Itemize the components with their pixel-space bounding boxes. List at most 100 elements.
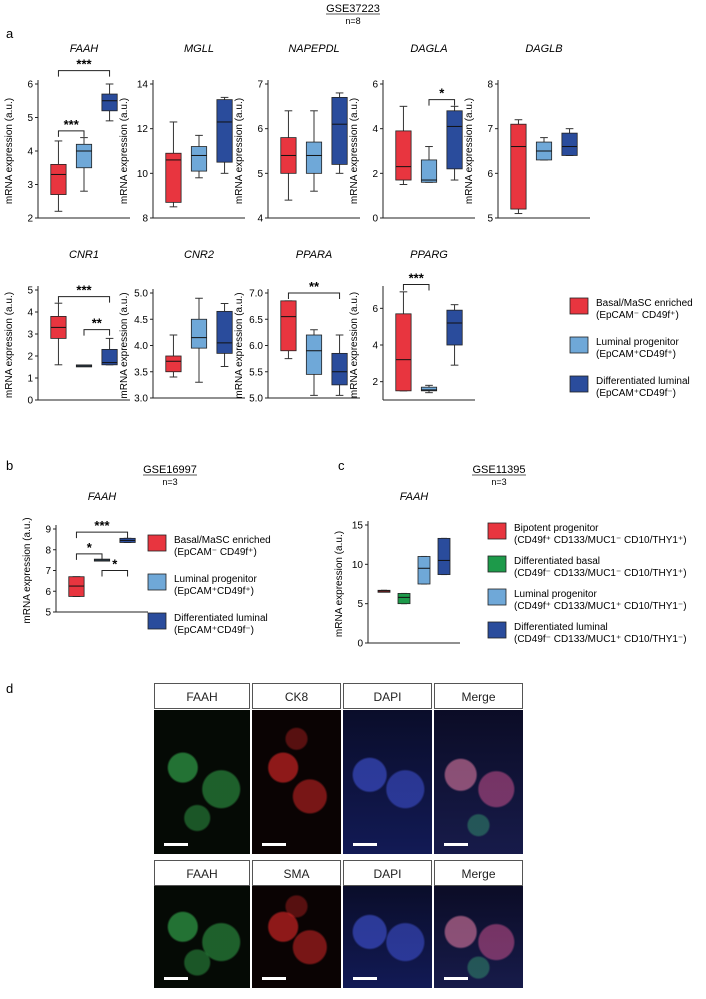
micrograph-green	[154, 710, 250, 854]
y-tick-label: 2	[27, 214, 33, 225]
significance-bracket	[75, 531, 129, 539]
micrograph-green	[154, 886, 250, 988]
y-tick-label: 10	[352, 560, 364, 571]
y-tick-label: 2	[372, 169, 378, 180]
chart-9: PPARG mRNA expression (a.u.) 2 4 6 ***	[349, 249, 475, 401]
y-tick-label: 2	[27, 352, 33, 363]
box-body	[190, 146, 208, 172]
box-1	[165, 334, 182, 378]
box-body	[165, 355, 182, 373]
legend-label: Differentiated basal	[514, 556, 600, 567]
legend-swatch	[487, 522, 507, 540]
panel-letter-b: b	[6, 458, 13, 473]
significance-bracket	[75, 553, 103, 560]
box-1	[68, 576, 85, 597]
y-tick-label: 4	[372, 124, 378, 135]
significance-bracket	[287, 292, 341, 299]
box-body	[305, 334, 323, 375]
significance-label: *	[112, 557, 118, 572]
legend-label: Differentiated luminal	[596, 376, 690, 387]
y-axis-label: mRNA expression (a.u.)	[119, 98, 130, 204]
box-body	[437, 537, 451, 575]
box-2	[305, 329, 323, 396]
y-axis-label: mRNA expression (a.u.)	[334, 531, 345, 637]
box-body	[75, 143, 93, 169]
legend-swatch	[569, 336, 589, 354]
legend-label: Basal/MaSC enriched	[174, 535, 271, 546]
box-2	[75, 364, 93, 368]
micro-label: SMA	[252, 860, 341, 886]
legend-swatch	[569, 297, 589, 315]
box-body	[420, 159, 438, 183]
y-tick-label: 5	[257, 169, 263, 180]
chart-11: FAAH mRNA expression (a.u.) 0 5 10 15	[334, 491, 460, 650]
legend-sublabel: (CD49f⁺ CD133/MUC1⁺ CD10/THY1⁻)	[514, 601, 687, 612]
scale-bar	[444, 843, 468, 846]
significance: **	[83, 316, 111, 336]
dataset-title-b: GSE16997	[143, 464, 197, 476]
box-body	[305, 141, 323, 174]
box-1	[377, 589, 391, 593]
significance-label: *	[439, 86, 445, 101]
box-1	[395, 291, 412, 392]
sample-count-c: n=3	[491, 477, 506, 487]
box-body	[50, 163, 67, 195]
legend-label: Bipotent progenitor	[514, 523, 599, 534]
significance-bracket	[57, 130, 85, 137]
scale-bar	[353, 977, 377, 980]
legend-item: Differentiated luminal(EpCAM⁺CD49f⁻)	[147, 612, 268, 636]
chart-3: NAPEPDL mRNA expression (a.u.) 4 5 6 7	[234, 43, 360, 225]
significance-bracket	[57, 296, 111, 303]
y-axis-label: mRNA expression (a.u.)	[4, 292, 15, 398]
y-tick-label: 0	[372, 214, 378, 225]
significance: **	[287, 279, 341, 299]
chart-title: FAAH	[400, 491, 429, 503]
dataset-title-a: GSE37223	[326, 3, 380, 15]
y-axis-label: mRNA expression (a.u.)	[119, 292, 130, 398]
box-body	[216, 99, 233, 163]
legend-swatch	[147, 573, 167, 591]
micrograph-blue	[343, 886, 432, 988]
box-body	[395, 313, 412, 392]
sample-count-a: n=8	[345, 16, 360, 26]
chart-title: FAAH	[70, 43, 99, 55]
legend-sublabel: (EpCAM⁺CD49f⁺)	[596, 349, 676, 360]
y-tick-label: 5	[27, 113, 33, 124]
legend-sublabel: (EpCAM⁺CD49f⁻)	[174, 625, 254, 636]
chart-title: NAPEPDL	[288, 43, 339, 55]
y-tick-label: 7	[487, 124, 493, 135]
y-tick-label: 2	[372, 377, 378, 388]
box-body	[101, 93, 118, 112]
box-body	[395, 130, 412, 181]
legend-sublabel: (EpCAM⁺CD49f⁺)	[174, 586, 254, 597]
y-axis-label: mRNA expression (a.u.)	[349, 292, 360, 398]
box-1	[280, 300, 297, 360]
chart-title: MGLL	[184, 43, 214, 55]
y-tick-label: 5.0	[134, 289, 148, 300]
box-body	[397, 593, 411, 605]
chart-title: PPARG	[410, 249, 448, 261]
y-tick-label: 7	[257, 80, 263, 91]
y-tick-label: 5	[357, 599, 363, 610]
y-tick-label: 3.5	[134, 367, 148, 378]
legends-layer: Basal/MaSC enriched(EpCAM⁻ CD49f⁺)Lumina…	[147, 297, 693, 645]
y-tick-label: 7.0	[249, 289, 263, 300]
significance-bracket	[428, 99, 456, 106]
box-body	[446, 110, 463, 170]
box-body	[417, 556, 431, 585]
y-tick-label: 4	[27, 308, 33, 319]
chart-7: CNR2 mRNA expression (a.u.) 3.0 3.5 4.0 4.5 5.…	[119, 249, 245, 405]
scale-bar	[353, 843, 377, 846]
box-3	[101, 337, 118, 366]
significance: ***	[75, 518, 129, 539]
significance-label: ***	[64, 117, 80, 132]
legend-label: Luminal progenitor	[174, 574, 257, 585]
y-tick-label: 6	[257, 124, 263, 135]
legend-label: Basal/MaSC enriched	[596, 298, 693, 309]
box-body	[446, 309, 463, 346]
box-body	[510, 123, 527, 210]
y-tick-label: 6	[45, 587, 51, 598]
